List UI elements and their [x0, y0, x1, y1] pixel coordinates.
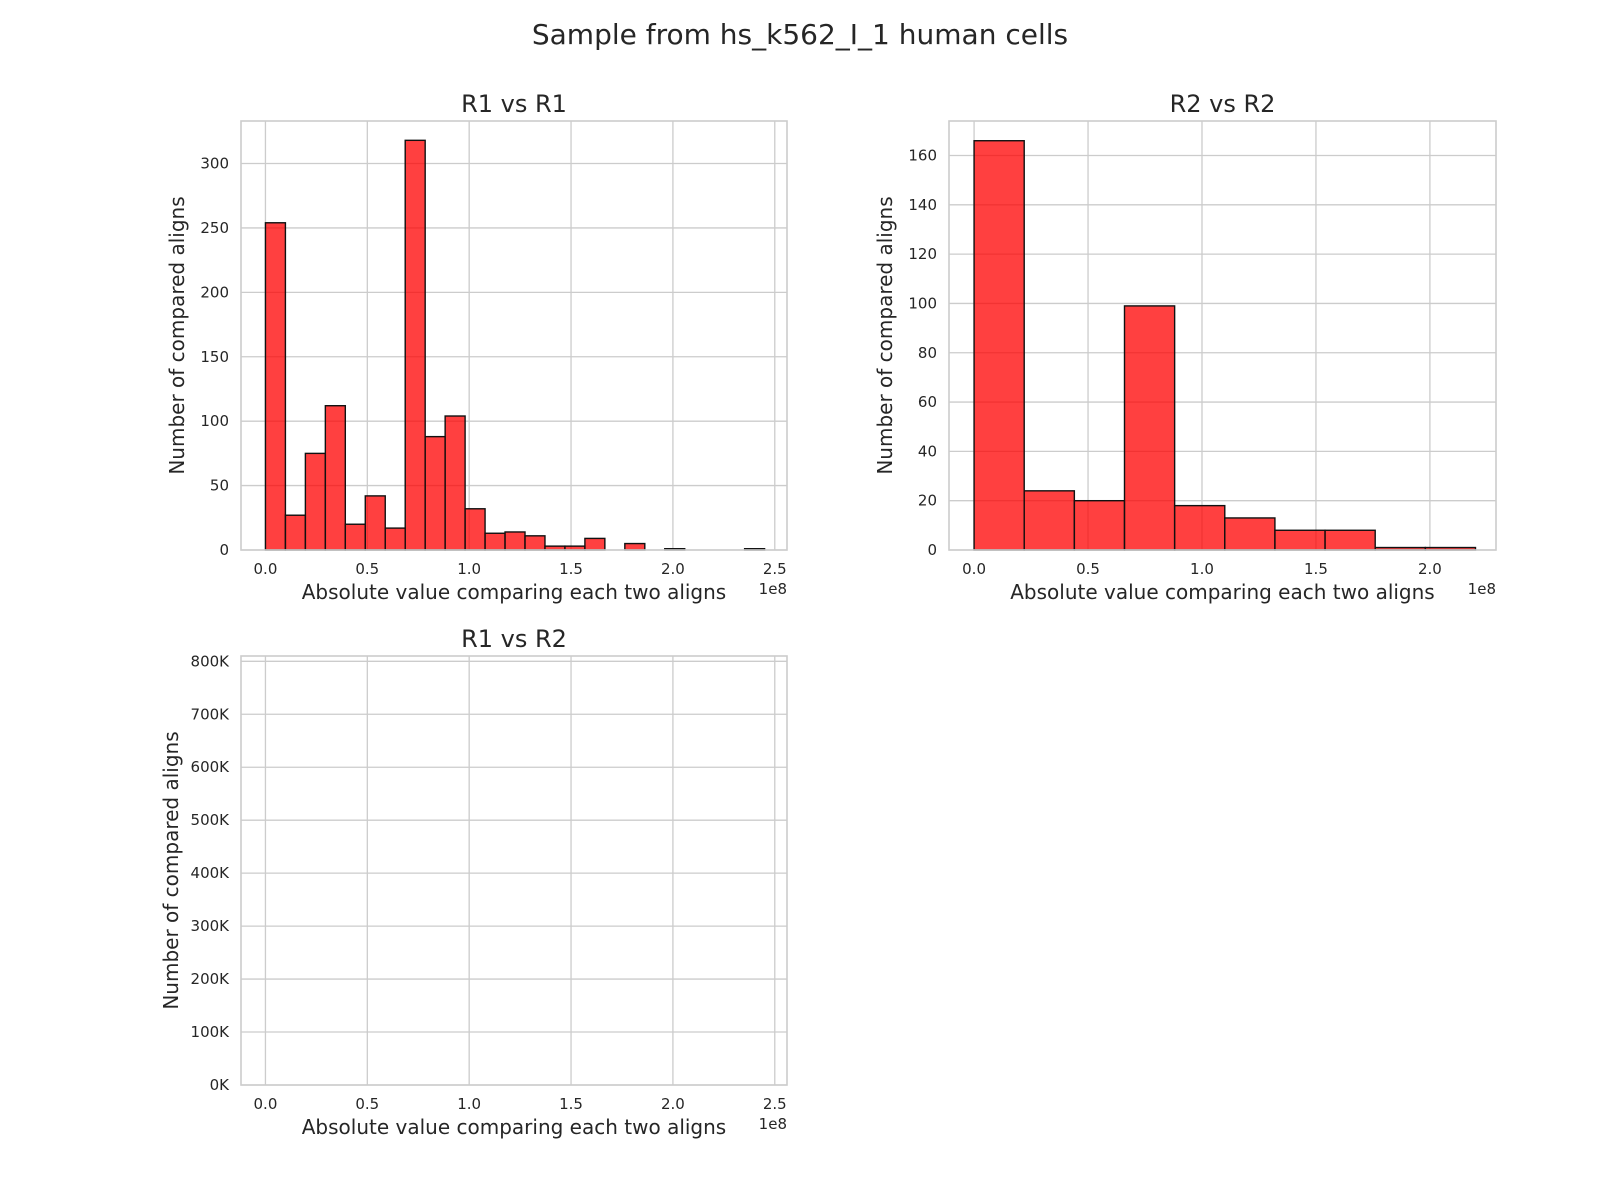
x-offset-label: 1e8 [759, 1115, 787, 1133]
figure-title: Sample from hs_k562_I_1 human cells [531, 18, 1069, 51]
y-tick-label: 60 [918, 393, 937, 411]
plot-frame [240, 655, 788, 1086]
histogram-bar [324, 405, 347, 551]
histogram-bar [1173, 504, 1226, 551]
histogram-bar [444, 415, 466, 551]
histogram-bar [973, 140, 1025, 551]
plot-frame [240, 120, 788, 551]
x-tick-label: 2.5 [763, 1095, 787, 1113]
x-tick-label: 1.0 [457, 1095, 481, 1113]
x-axis-label: Absolute value comparing each two aligns [1010, 580, 1434, 604]
histogram-bar [504, 531, 526, 551]
y-axis-label: Number of compared aligns [159, 731, 183, 1009]
y-tick-label: 200 [200, 283, 229, 301]
x-tick-label: 1.5 [559, 560, 583, 578]
histogram-bar [624, 542, 646, 551]
y-tick-label: 100 [908, 294, 937, 312]
y-tick-label: 800K [191, 652, 231, 670]
x-offset-label: 1e8 [1468, 580, 1496, 598]
y-tick-label: 80 [918, 344, 937, 362]
histogram-bar [424, 435, 446, 551]
histogram-bar [304, 452, 327, 551]
y-tick-label: 600K [191, 758, 231, 776]
histogram-bar [264, 222, 287, 551]
x-tick-label: 2.0 [661, 560, 685, 578]
y-tick-label: 50 [210, 477, 229, 495]
x-tick-label: 0.5 [1076, 560, 1100, 578]
histogram-bar [1023, 490, 1076, 551]
x-axis-label: Absolute value comparing each two aligns [302, 1115, 726, 1139]
y-axis-label: Number of compared aligns [873, 196, 897, 474]
histogram-bar [344, 523, 366, 551]
x-tick-label: 1.0 [457, 560, 481, 578]
y-tick-label: 250 [200, 219, 229, 237]
y-tick-label: 140 [908, 196, 937, 214]
y-tick-label: 40 [918, 442, 937, 460]
y-tick-label: 200K [191, 970, 231, 988]
histogram-bar [524, 535, 546, 551]
x-tick-label: 1.5 [1304, 560, 1328, 578]
y-tick-label: 400K [191, 864, 231, 882]
x-tick-label: 1.5 [559, 1095, 583, 1113]
histogram-bar [1324, 529, 1376, 551]
y-tick-label: 0K [210, 1076, 231, 1094]
x-tick-label: 2.5 [763, 560, 787, 578]
x-tick-label: 1.0 [1190, 560, 1214, 578]
histogram-bar [1224, 517, 1276, 551]
panel-title: R2 vs R2 [1170, 90, 1276, 118]
x-axis-label: Absolute value comparing each two aligns [302, 580, 726, 604]
panel-title: R1 vs R1 [461, 90, 567, 118]
panel-title: R1 vs R2 [461, 625, 567, 653]
histogram-bar [484, 532, 506, 551]
x-tick-label: 0.0 [254, 560, 278, 578]
histogram-bar [464, 508, 486, 551]
histogram-bar [284, 514, 307, 551]
y-tick-label: 500K [191, 811, 231, 829]
plot-frame [948, 120, 1497, 551]
histogram-bar [584, 537, 606, 551]
y-tick-label: 150 [200, 348, 229, 366]
y-axis-label: Number of compared aligns [165, 196, 189, 474]
x-tick-label: 0.5 [355, 1095, 379, 1113]
histogram-bar [1073, 499, 1126, 551]
y-tick-label: 120 [908, 245, 937, 263]
histogram-bar [384, 527, 406, 551]
y-tick-label: 300 [200, 155, 229, 173]
histogram-bar [1274, 529, 1326, 551]
x-tick-label: 0.0 [254, 1095, 278, 1113]
y-tick-label: 300K [191, 917, 231, 935]
y-tick-label: 100K [191, 1023, 231, 1041]
x-tick-label: 2.0 [1418, 560, 1442, 578]
histogram-bar [404, 139, 426, 551]
y-tick-label: 160 [908, 147, 937, 165]
histogram-bar [1123, 305, 1176, 551]
y-tick-label: 0 [219, 541, 229, 559]
y-tick-label: 0 [927, 541, 937, 559]
y-tick-label: 20 [918, 492, 937, 510]
y-tick-label: 100 [200, 412, 229, 430]
y-tick-label: 700K [191, 705, 231, 723]
x-tick-label: 0.0 [962, 560, 986, 578]
x-offset-label: 1e8 [759, 580, 787, 598]
x-tick-label: 0.5 [355, 560, 379, 578]
x-tick-label: 2.0 [661, 1095, 685, 1113]
histogram-bar [364, 495, 386, 551]
